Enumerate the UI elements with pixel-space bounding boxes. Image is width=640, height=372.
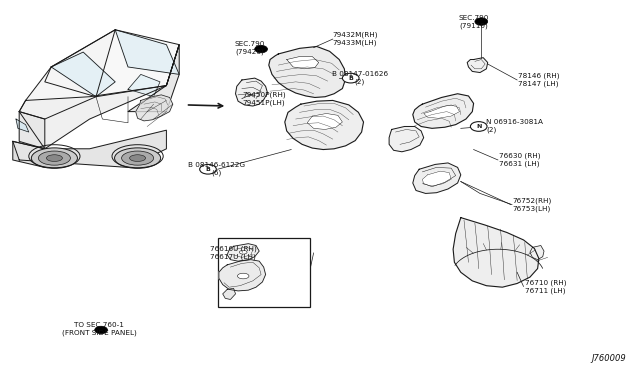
Text: 79450P(RH)
79451P(LH): 79450P(RH) 79451P(LH)	[242, 92, 285, 106]
Polygon shape	[287, 57, 319, 69]
Polygon shape	[16, 119, 29, 132]
Circle shape	[200, 164, 216, 174]
Ellipse shape	[47, 155, 63, 161]
Text: B: B	[205, 167, 211, 172]
Polygon shape	[269, 46, 346, 97]
Circle shape	[475, 18, 488, 25]
FancyBboxPatch shape	[218, 238, 310, 307]
Text: 76710 (RH)
76711 (LH): 76710 (RH) 76711 (LH)	[525, 279, 566, 294]
Polygon shape	[136, 95, 173, 121]
Polygon shape	[19, 30, 115, 119]
Polygon shape	[13, 130, 166, 167]
Text: B 08146-6122G
(6): B 08146-6122G (6)	[188, 162, 245, 176]
Polygon shape	[413, 163, 461, 193]
Text: 79432M(RH)
79433M(LH): 79432M(RH) 79433M(LH)	[333, 32, 378, 46]
Polygon shape	[128, 74, 160, 97]
Polygon shape	[227, 244, 259, 261]
Text: B 08147-01626
(2): B 08147-01626 (2)	[332, 71, 388, 85]
Text: 78146 (RH)
78147 (LH): 78146 (RH) 78147 (LH)	[518, 73, 560, 87]
Text: SEC.790
(79110): SEC.790 (79110)	[458, 15, 489, 29]
Ellipse shape	[122, 151, 154, 165]
Ellipse shape	[129, 155, 146, 161]
Ellipse shape	[239, 250, 247, 254]
Polygon shape	[115, 30, 179, 74]
Text: 76616U (RH)
76617U (LH): 76616U (RH) 76617U (LH)	[210, 246, 257, 260]
Text: J760009: J760009	[591, 354, 626, 363]
Text: N: N	[476, 124, 481, 129]
Text: B: B	[348, 76, 353, 81]
Polygon shape	[13, 141, 45, 167]
Polygon shape	[530, 246, 544, 260]
Polygon shape	[223, 288, 236, 299]
Text: N 06916-3081A
(2): N 06916-3081A (2)	[486, 119, 543, 134]
Polygon shape	[19, 45, 179, 149]
Text: SEC.790
(79420): SEC.790 (79420)	[234, 41, 265, 55]
Polygon shape	[236, 78, 268, 106]
Text: TO SEC.760-1
(FRONT SIDE PANEL): TO SEC.760-1 (FRONT SIDE PANEL)	[62, 322, 136, 336]
Ellipse shape	[237, 273, 249, 279]
Ellipse shape	[31, 148, 77, 168]
Circle shape	[255, 45, 268, 53]
Polygon shape	[389, 126, 424, 152]
Ellipse shape	[115, 148, 161, 168]
Polygon shape	[51, 52, 115, 97]
Polygon shape	[453, 218, 539, 287]
Circle shape	[470, 122, 487, 131]
Circle shape	[342, 73, 359, 83]
Polygon shape	[467, 58, 488, 73]
Polygon shape	[19, 112, 45, 149]
Polygon shape	[219, 260, 266, 291]
Ellipse shape	[38, 151, 70, 165]
Text: 76752(RH)
76753(LH): 76752(RH) 76753(LH)	[512, 198, 551, 212]
Polygon shape	[424, 105, 460, 118]
Circle shape	[95, 326, 108, 334]
Text: 76630 (RH)
76631 (LH): 76630 (RH) 76631 (LH)	[499, 153, 541, 167]
Polygon shape	[413, 94, 474, 128]
Polygon shape	[285, 100, 364, 150]
Polygon shape	[307, 113, 342, 129]
Polygon shape	[422, 171, 451, 186]
Polygon shape	[128, 45, 179, 112]
Polygon shape	[45, 30, 179, 97]
